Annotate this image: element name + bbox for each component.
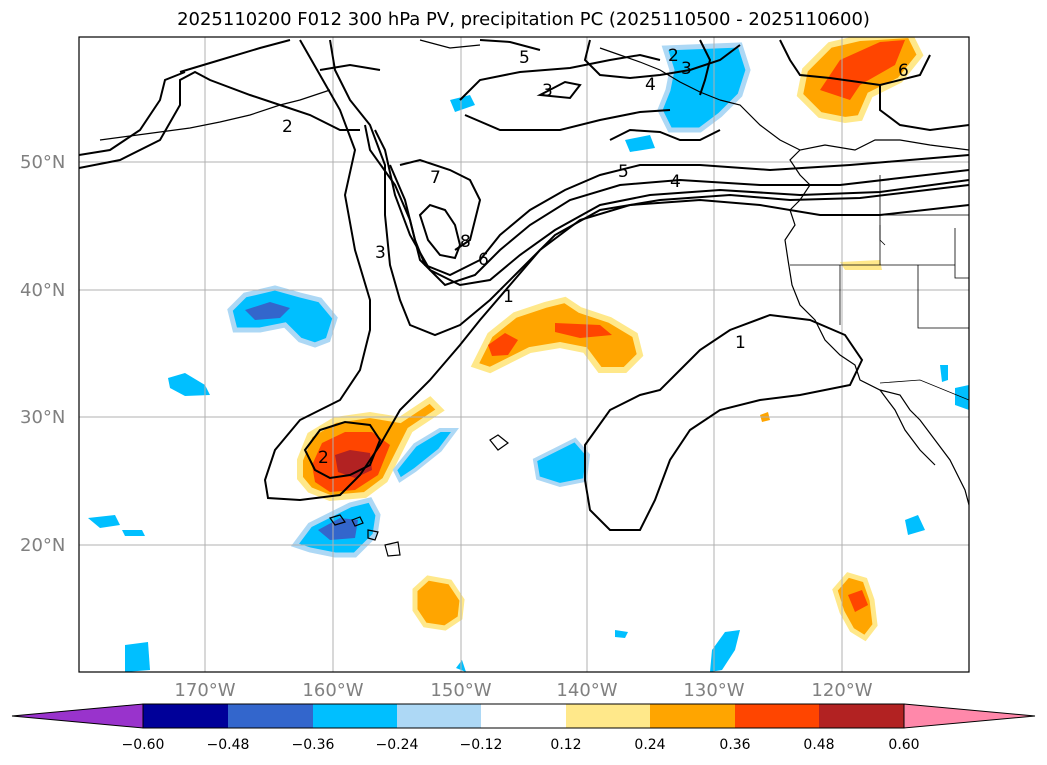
lon-label: 150°W (430, 680, 492, 701)
contour-label: 5 (618, 162, 629, 182)
lon-label: 120°W (811, 680, 873, 701)
contour-label: 3 (681, 59, 692, 79)
lat-label: 20°N (20, 535, 66, 556)
colorbar-tick: −0.12 (459, 737, 503, 753)
lat-label: 40°N (20, 280, 66, 301)
lon-label: 130°W (683, 680, 745, 701)
colorbar-tick: 0.12 (550, 737, 582, 753)
colorbar-tick: −0.48 (206, 737, 250, 753)
map-title: 2025110200 F012 300 hPa PV, precipitatio… (177, 9, 870, 30)
contour-label: 2 (282, 117, 293, 137)
contour-label: 4 (645, 75, 656, 95)
pv-contours (79, 39, 969, 531)
contour-label: 1 (503, 287, 514, 307)
colorbar-tick: −0.60 (121, 737, 165, 753)
colorbar (11, 703, 1036, 729)
contour-label: 6 (478, 250, 489, 270)
contour-label: 4 (670, 172, 681, 192)
lat-label: 50°N (20, 152, 66, 173)
plot-frame (78, 36, 970, 673)
colorbar-tick: −0.36 (291, 737, 335, 753)
colorbar-tick: 0.24 (634, 737, 666, 753)
lon-label: 170°W (174, 680, 236, 701)
lon-label: 160°W (302, 680, 364, 701)
contour-label: 8 (460, 232, 471, 252)
contour-label: 5 (519, 48, 530, 68)
contour-label: 2 (668, 46, 679, 66)
contour-label: 3 (542, 81, 553, 101)
colorbar-tick: 0.60 (888, 737, 920, 753)
contour-label: 1 (735, 333, 746, 353)
coastlines (99, 39, 969, 557)
lat-label: 30°N (20, 407, 66, 428)
colorbar-tick: 0.48 (803, 737, 835, 753)
contour-label: 7 (430, 168, 441, 188)
contour-label: 2 (318, 448, 329, 468)
precip-shading (88, 37, 969, 672)
contour-label: 3 (375, 243, 386, 263)
contour-labels: 5 2 3 4 3 2 7 8 6 3 5 4 1 1 2 6 (282, 46, 909, 468)
lon-label: 140°W (556, 680, 618, 701)
graticule (79, 37, 969, 672)
contour-label: 6 (898, 61, 909, 81)
colorbar-tick: 0.36 (719, 737, 751, 753)
colorbar-tick: −0.24 (375, 737, 419, 753)
